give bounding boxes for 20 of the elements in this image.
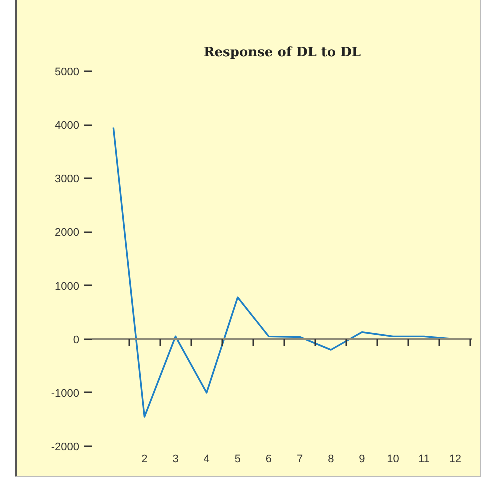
y-tick-label: 0 <box>73 334 80 346</box>
y-tick-label: 2000 <box>55 227 80 240</box>
x-tick-label: 5 <box>234 454 241 466</box>
x-tick-label: 12 <box>449 454 462 466</box>
y-tick-label: 4000 <box>55 120 80 132</box>
x-tick-label: 8 <box>328 454 334 466</box>
y-tick-label: -2000 <box>51 442 80 454</box>
y-tick-label: 5000 <box>55 66 80 78</box>
y-tick-label: 3000 <box>55 174 80 186</box>
y-tick-label: 1000 <box>55 280 80 293</box>
x-tick-label: 6 <box>266 454 272 466</box>
y-tick-label: -1000 <box>51 388 80 400</box>
chart-title: Response of DL to DL <box>204 46 362 60</box>
x-tick-label: 2 <box>142 454 148 466</box>
x-tick-label: 10 <box>387 454 400 466</box>
x-tick-label: 3 <box>172 454 179 466</box>
x-tick-label: 7 <box>296 454 304 466</box>
x-tick-label: 11 <box>418 454 430 466</box>
x-tick-label: 4 <box>204 454 210 466</box>
x-tick-label: 9 <box>359 454 366 466</box>
